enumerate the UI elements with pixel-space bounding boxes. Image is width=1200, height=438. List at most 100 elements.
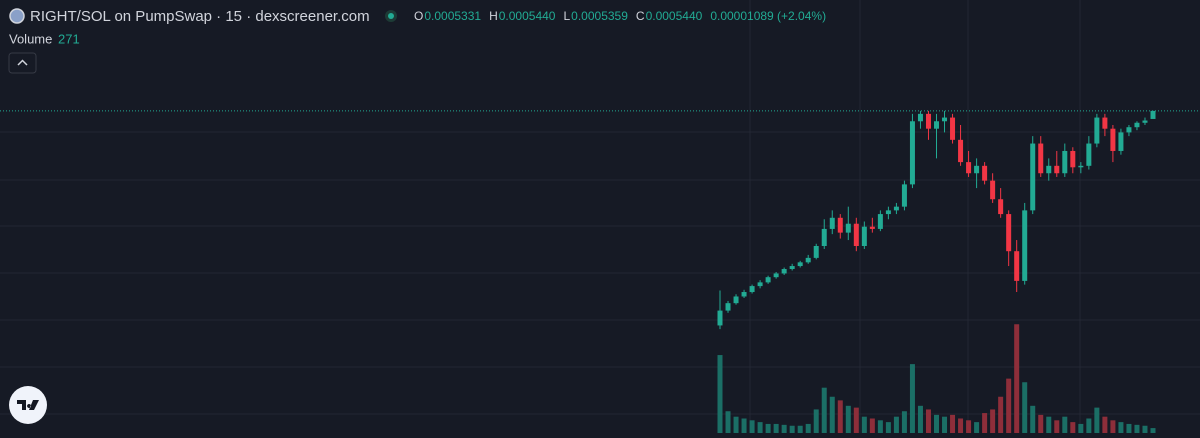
volume-bar — [749, 420, 755, 433]
volume-bar — [1014, 324, 1020, 433]
candle-body — [829, 217, 835, 229]
volume-bar — [1022, 382, 1028, 433]
volume-bar — [1102, 416, 1108, 433]
volume-bar — [757, 422, 763, 433]
volume-bar — [741, 418, 747, 433]
candle-body — [869, 226, 875, 229]
candle-body — [885, 210, 891, 215]
volume-bar — [893, 416, 899, 433]
candle-body — [925, 113, 931, 129]
candle-body — [749, 286, 755, 293]
volume-bar — [1054, 420, 1060, 433]
volume-bar — [813, 409, 819, 433]
candle-body — [1038, 143, 1044, 174]
candle-body — [877, 214, 883, 229]
volume-bar — [990, 409, 996, 433]
volume-bar — [781, 424, 787, 433]
candle-body — [1014, 251, 1020, 281]
status-dot — [388, 13, 394, 19]
candle-body — [781, 269, 787, 274]
volume-bar — [1006, 378, 1012, 433]
candle-body — [893, 206, 899, 211]
candle-body — [1102, 117, 1108, 129]
candle-body — [717, 310, 723, 326]
volume-bar — [1110, 420, 1116, 433]
candle-body — [966, 162, 972, 174]
candle-body — [1118, 132, 1124, 151]
volume-bar — [942, 416, 948, 433]
volume-bar — [982, 413, 988, 433]
volume-bar — [885, 422, 891, 433]
volume-bar — [1126, 423, 1132, 433]
candle-body — [861, 226, 867, 246]
candle-body — [1070, 150, 1076, 168]
legend-key: O — [414, 9, 423, 23]
legend-key: L — [563, 9, 570, 23]
candle-body — [1030, 143, 1036, 211]
volume-bar — [1038, 414, 1044, 433]
candle-body — [998, 199, 1004, 215]
collapse-button[interactable] — [8, 52, 37, 74]
volume-bar — [1046, 416, 1052, 433]
chart-title: RIGHT/SOL on PumpSwap · 15 · dexscreener… — [30, 8, 370, 25]
legend-value: 0.0005331 — [424, 9, 481, 23]
volume-bar — [869, 418, 875, 433]
candle-body — [733, 296, 739, 304]
legend-value: 0.0005440 — [646, 9, 703, 23]
ohlc-legend: O 0.0005331 H 0.0005440 L 0.0005359 C 0.0005440… — [414, 9, 826, 23]
candle-body — [1046, 165, 1052, 174]
candle-body — [974, 165, 980, 174]
legend-value: 0.0005359 — [571, 9, 628, 23]
volume-title: Volume — [9, 31, 52, 46]
candle-body — [1006, 214, 1012, 252]
candle-body — [917, 113, 923, 122]
candle-body — [1134, 122, 1140, 128]
volume-bar — [789, 425, 795, 433]
candle-body — [1022, 210, 1028, 281]
collapse-icon — [17, 59, 28, 66]
legend-key: H — [489, 9, 498, 23]
volume-bar — [998, 396, 1004, 433]
logo-mark — [17, 400, 39, 410]
volume-bar — [1134, 424, 1140, 433]
volume-bar — [733, 416, 739, 433]
candle-body — [765, 277, 771, 283]
candle-body — [1086, 143, 1092, 166]
candle-body — [813, 246, 819, 258]
marks — [0, 110, 1200, 433]
volume-bar — [725, 411, 731, 433]
candle-body — [934, 121, 939, 129]
volume-bar — [1070, 422, 1076, 433]
volume-bar — [1030, 405, 1036, 433]
candle-body — [757, 282, 763, 287]
token-icon — [9, 8, 25, 24]
candle-body — [901, 184, 907, 207]
volume-bar — [901, 411, 907, 433]
candle-body — [982, 165, 988, 181]
candle-body — [909, 121, 915, 185]
candle-body — [1094, 117, 1100, 144]
volume-bar — [917, 405, 923, 433]
volume-bar — [765, 423, 771, 433]
header: RIGHT/SOL on PumpSwap · 15 · dexscreener… — [8, 8, 826, 74]
volume-bar — [717, 355, 723, 433]
volume-bar — [925, 409, 931, 433]
volume-bar — [1062, 416, 1068, 433]
volume-bar — [1086, 418, 1092, 433]
volume-bar — [958, 418, 964, 433]
candle-body — [950, 117, 956, 140]
volume-bar — [837, 400, 843, 433]
tv-logo — [9, 386, 47, 424]
volume-bar — [1150, 428, 1156, 433]
volume-bar — [934, 414, 939, 433]
volume-bar — [861, 416, 867, 433]
volume-bar — [773, 423, 779, 433]
candle-body — [805, 257, 811, 263]
candle-body — [1054, 165, 1060, 174]
candle-body — [990, 180, 996, 200]
candle-body — [725, 303, 731, 311]
volume-bar — [974, 422, 980, 433]
volume-bar — [829, 396, 835, 433]
